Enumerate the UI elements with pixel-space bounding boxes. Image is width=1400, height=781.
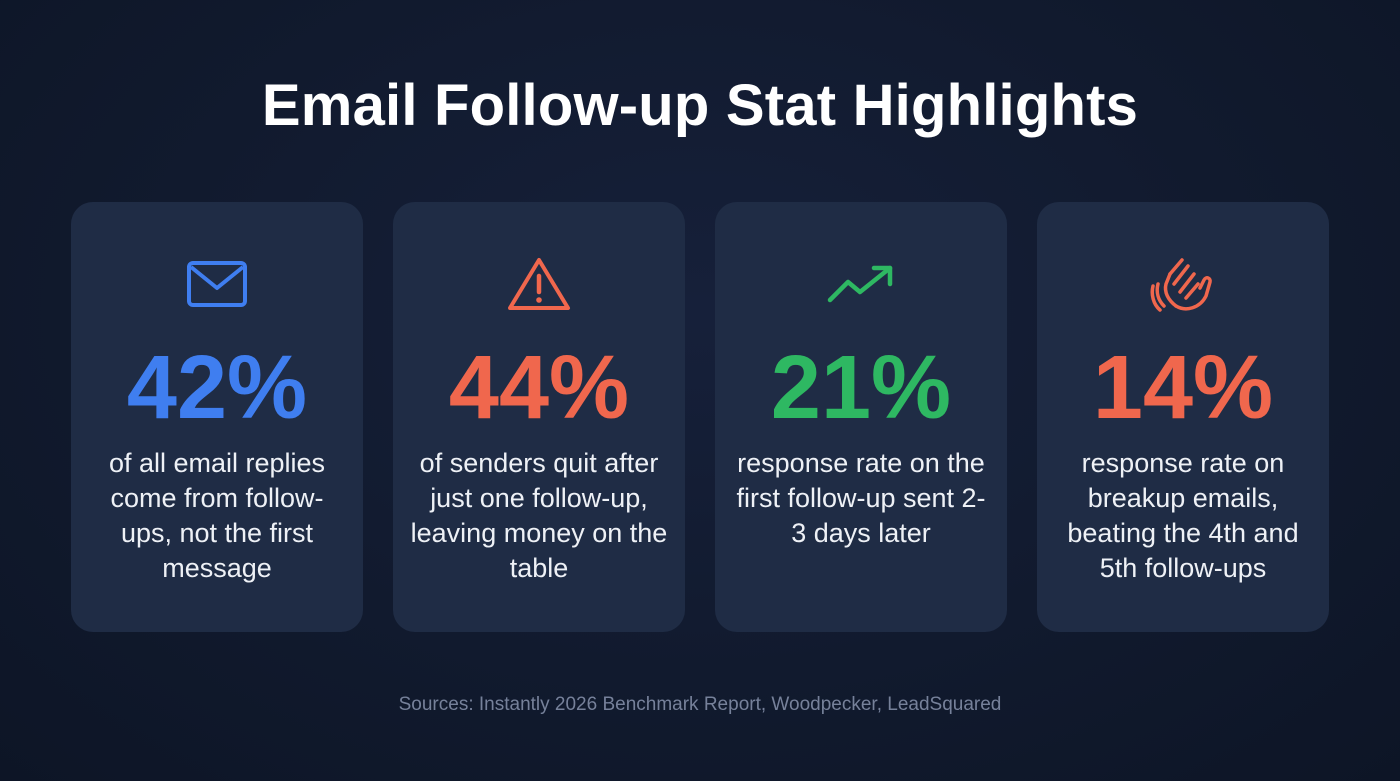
- trending-up-icon: [715, 254, 1007, 314]
- sources-footnote: Sources: Instantly 2026 Benchmark Report…: [398, 694, 1002, 715]
- stat-value: 14%: [1092, 338, 1274, 438]
- stat-description: of all email replies come from follow-up…: [108, 448, 326, 583]
- waving-hand-icon: [1037, 254, 1329, 314]
- stat-card-replies: 42% of all email replies come from follo…: [71, 202, 363, 632]
- stat-card-breakup: 14% response rate on breakup emails, bea…: [1037, 202, 1329, 632]
- stat-description: response rate on breakup emails, beating…: [1067, 448, 1299, 583]
- page-title: Email Follow-up Stat Highlights: [261, 73, 1139, 138]
- stat-card-first-follow-up: 21% response rate on the first follow-up…: [715, 202, 1007, 632]
- stat-card-senders: 44% of senders quit after just one follo…: [393, 202, 685, 632]
- stat-value: 21%: [770, 338, 952, 438]
- warning-triangle-icon: [393, 254, 685, 314]
- stat-value: 44%: [448, 338, 630, 438]
- stat-cards: 42% of all email replies come from follo…: [71, 202, 1329, 632]
- stat-description: of senders quit after just one follow-up…: [410, 448, 668, 583]
- stat-value: 42%: [126, 338, 308, 438]
- envelope-icon: [71, 254, 363, 314]
- stat-description: response rate on the first follow-up sen…: [736, 448, 986, 548]
